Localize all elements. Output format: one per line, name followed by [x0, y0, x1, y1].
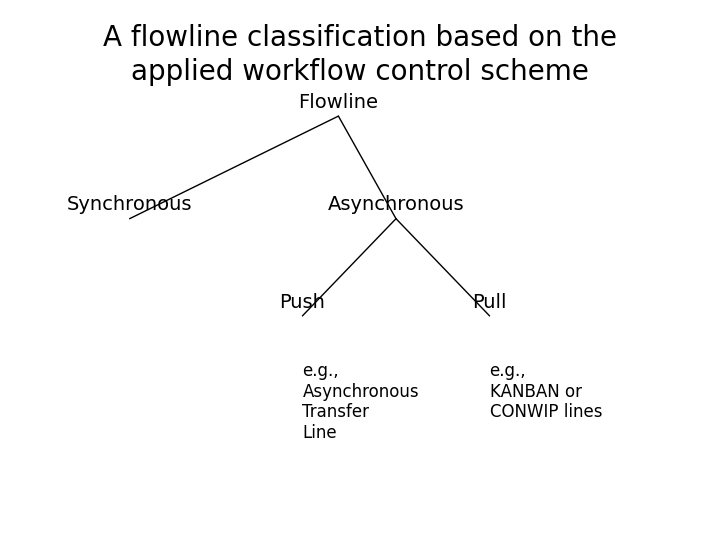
Text: Pull: Pull	[472, 293, 507, 312]
Text: A flowline classification based on the
applied workflow control scheme: A flowline classification based on the a…	[103, 24, 617, 86]
Text: Flowline: Flowline	[298, 93, 379, 112]
Text: e.g.,
KANBAN or
CONWIP lines: e.g., KANBAN or CONWIP lines	[490, 362, 602, 421]
Text: Asynchronous: Asynchronous	[328, 195, 464, 214]
Text: Push: Push	[279, 293, 325, 312]
Text: Synchronous: Synchronous	[67, 195, 192, 214]
Text: e.g.,
Asynchronous
Transfer
Line: e.g., Asynchronous Transfer Line	[302, 362, 419, 442]
